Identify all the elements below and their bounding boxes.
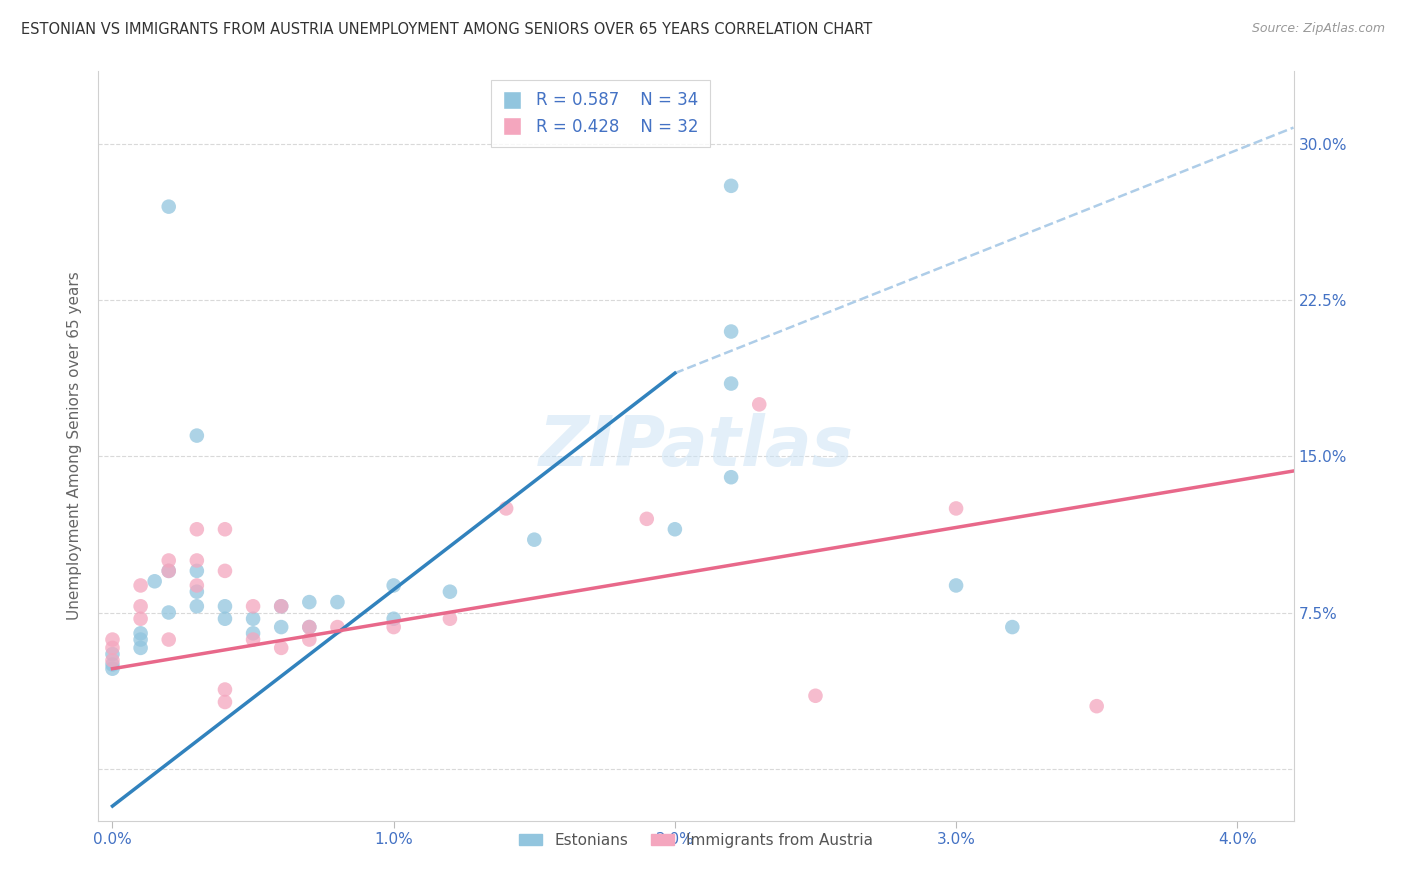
Point	[157, 606, 180, 620]
Point	[214, 599, 236, 614]
Point	[101, 653, 124, 667]
Point	[242, 626, 264, 640]
Text: ESTONIAN VS IMMIGRANTS FROM AUSTRIA UNEMPLOYMENT AMONG SENIORS OVER 65 YEARS COR: ESTONIAN VS IMMIGRANTS FROM AUSTRIA UNEM…	[21, 22, 872, 37]
Point	[129, 632, 152, 647]
Point	[186, 522, 208, 536]
Point	[270, 599, 292, 614]
Point	[748, 397, 770, 411]
Point	[382, 620, 405, 634]
Point	[214, 522, 236, 536]
Point	[720, 376, 742, 391]
Point	[242, 599, 264, 614]
Point	[157, 564, 180, 578]
Point	[214, 612, 236, 626]
Point	[326, 620, 349, 634]
Point	[298, 620, 321, 634]
Point	[664, 522, 686, 536]
Point	[186, 599, 208, 614]
Point	[157, 200, 180, 214]
Point	[186, 564, 208, 578]
Point	[186, 578, 208, 592]
Point	[214, 682, 236, 697]
Point	[101, 647, 124, 661]
Point	[326, 595, 349, 609]
Point	[101, 632, 124, 647]
Point	[129, 626, 152, 640]
Point	[298, 620, 321, 634]
Point	[129, 640, 152, 655]
Point	[129, 578, 152, 592]
Point	[129, 612, 152, 626]
Point	[945, 578, 967, 592]
Point	[720, 470, 742, 484]
Legend: Estonians, Immigrants from Austria: Estonians, Immigrants from Austria	[513, 827, 879, 855]
Point	[214, 695, 236, 709]
Text: Source: ZipAtlas.com: Source: ZipAtlas.com	[1251, 22, 1385, 36]
Point	[804, 689, 827, 703]
Point	[157, 564, 180, 578]
Point	[214, 564, 236, 578]
Point	[129, 599, 152, 614]
Point	[242, 632, 264, 647]
Point	[186, 584, 208, 599]
Point	[298, 595, 321, 609]
Point	[101, 662, 124, 676]
Point	[1001, 620, 1024, 634]
Point	[636, 512, 658, 526]
Point	[945, 501, 967, 516]
Point	[186, 553, 208, 567]
Point	[101, 657, 124, 672]
Point	[157, 632, 180, 647]
Point	[270, 599, 292, 614]
Point	[270, 620, 292, 634]
Point	[298, 632, 321, 647]
Point	[186, 428, 208, 442]
Point	[242, 612, 264, 626]
Text: ZIPatlas: ZIPatlas	[538, 412, 853, 480]
Point	[439, 612, 461, 626]
Point	[101, 640, 124, 655]
Point	[382, 578, 405, 592]
Point	[1085, 699, 1108, 714]
Point	[720, 325, 742, 339]
Point	[523, 533, 546, 547]
Point	[439, 584, 461, 599]
Point	[382, 612, 405, 626]
Y-axis label: Unemployment Among Seniors over 65 years: Unemployment Among Seniors over 65 years	[67, 272, 83, 620]
Point	[143, 574, 166, 589]
Point	[157, 553, 180, 567]
Point	[270, 640, 292, 655]
Point	[720, 178, 742, 193]
Point	[495, 501, 517, 516]
